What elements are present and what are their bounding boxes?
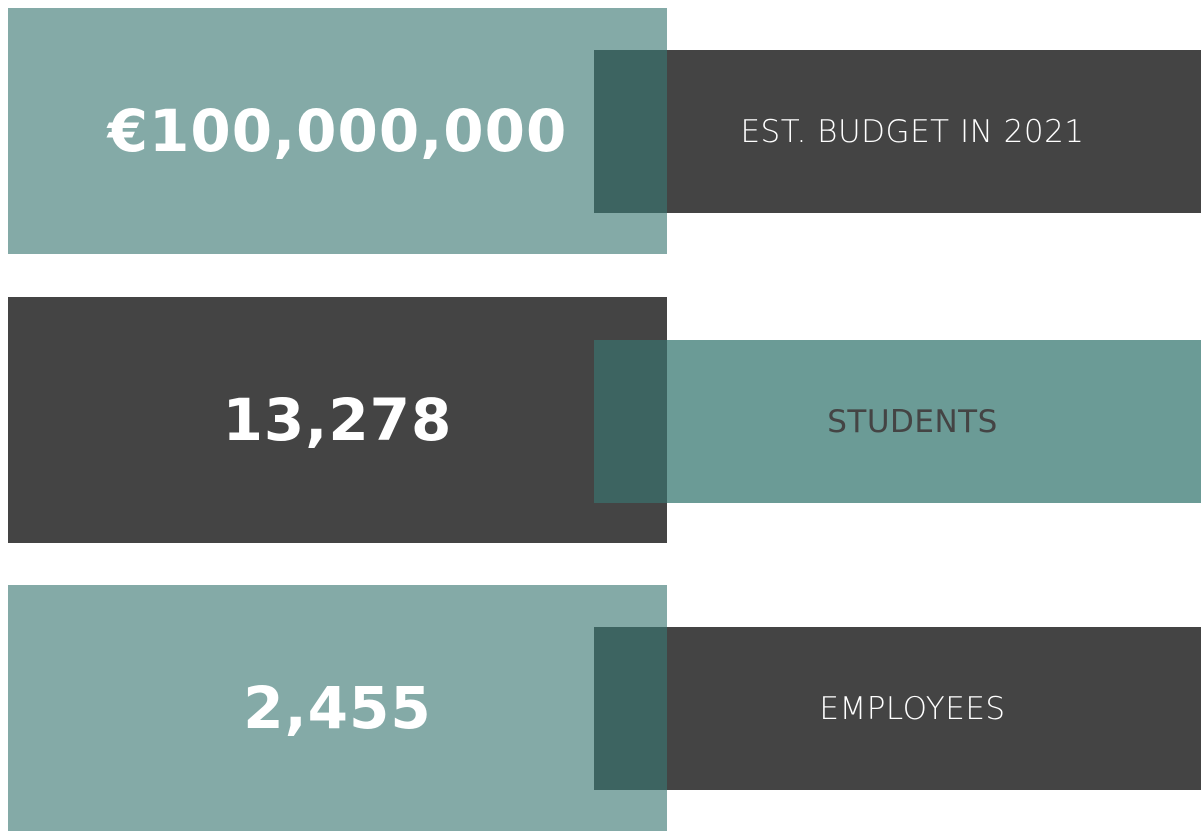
stat-value-box: 13,278: [8, 297, 667, 543]
overlap: [594, 627, 667, 790]
stat-value: 13,278: [222, 386, 453, 454]
stat-label: STUDENTS: [827, 403, 998, 440]
overlap: [594, 50, 667, 213]
stat-label-box: EMPLOYEES: [594, 627, 1201, 790]
stat-value-box: €100,000,000: [8, 8, 667, 254]
stat-label-box: STUDENTS: [594, 340, 1201, 503]
stat-label-box: EST. BUDGET IN 2021: [594, 50, 1201, 213]
stat-value: €100,000,000: [107, 97, 568, 165]
stat-value: 2,455: [243, 674, 432, 742]
stat-label: EST. BUDGET IN 2021: [740, 113, 1085, 150]
overlap: [594, 340, 667, 503]
stat-label: EMPLOYEES: [819, 690, 1006, 727]
stat-value-box: 2,455: [8, 585, 667, 831]
